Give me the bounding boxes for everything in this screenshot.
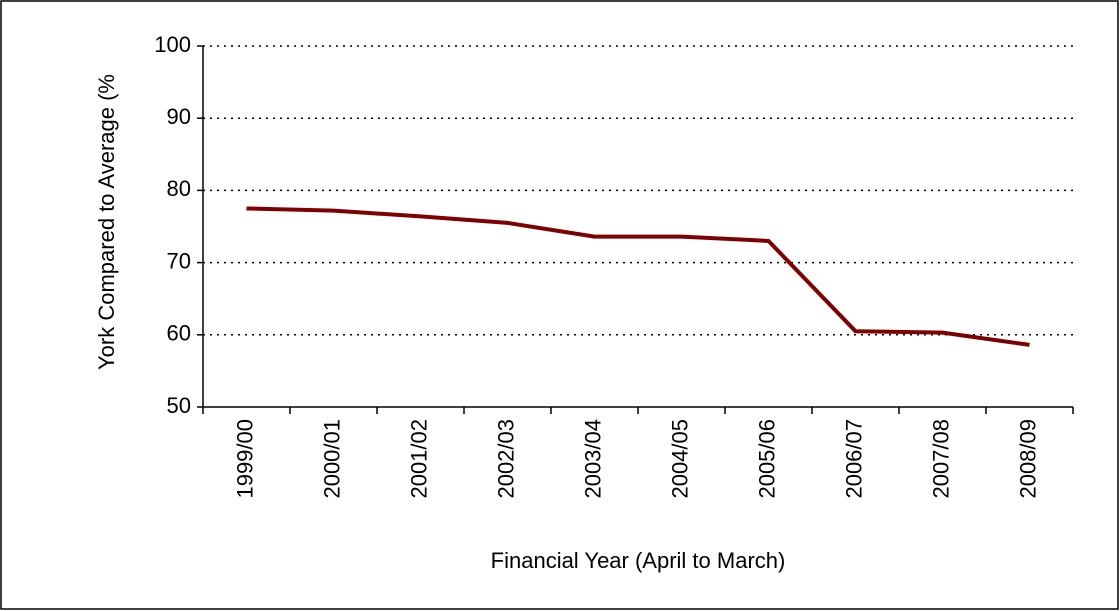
x-tick-label: 2000/01 <box>319 419 344 499</box>
x-tick-label: 1999/00 <box>232 419 257 499</box>
x-tick-label: 2005/06 <box>754 419 779 499</box>
x-tick-label: 2007/08 <box>928 419 953 499</box>
y-tick-label: 60 <box>167 321 191 346</box>
x-axis-title: Financial Year (April to March) <box>491 548 786 573</box>
y-axis-title: York Compared to Average (% <box>94 74 119 370</box>
y-tick-label: 80 <box>167 176 191 201</box>
x-tick-label: 2002/03 <box>493 419 518 499</box>
y-tick-label: 90 <box>167 104 191 129</box>
x-tick-label: 2008/09 <box>1015 419 1040 499</box>
y-tick-label: 100 <box>154 32 191 57</box>
y-tick-label: 50 <box>167 393 191 418</box>
y-tick-label: 70 <box>167 248 191 273</box>
x-tick-label: 2001/02 <box>406 419 431 499</box>
x-tick-label: 2006/07 <box>841 419 866 499</box>
x-tick-label: 2004/05 <box>667 419 692 499</box>
x-tick-label: 2003/04 <box>580 419 605 499</box>
data-line <box>246 206 1030 347</box>
